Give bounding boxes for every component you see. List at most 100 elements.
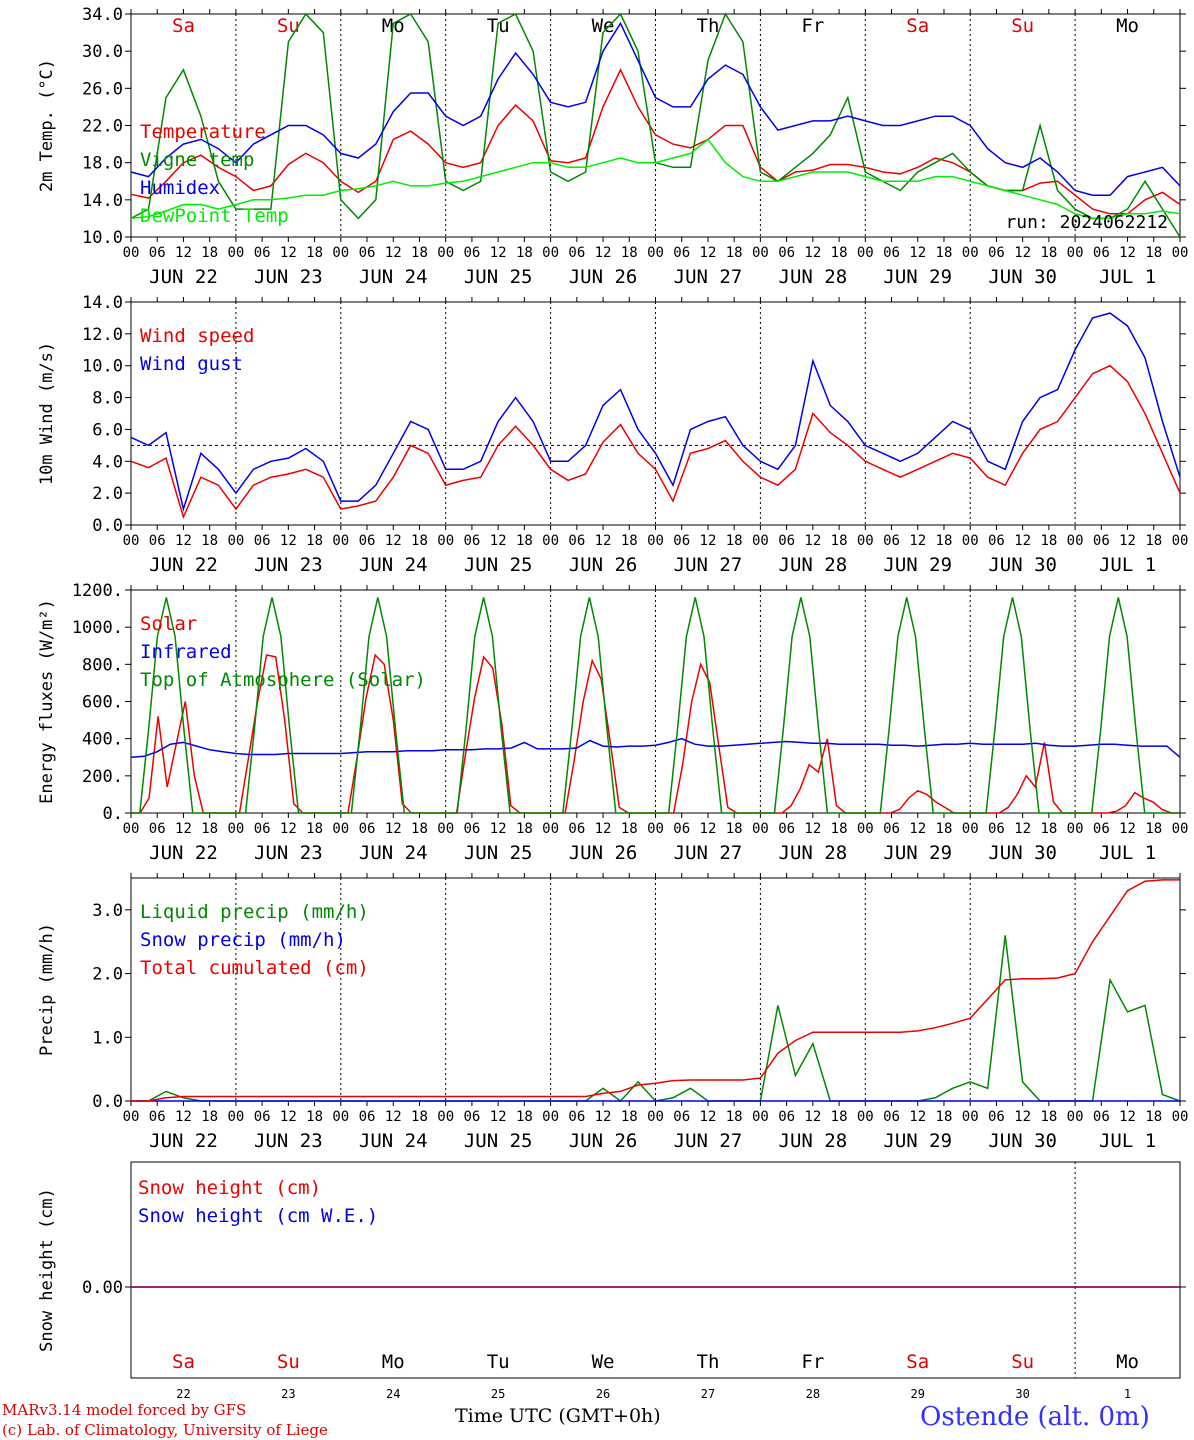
- legend-entry: Humidex: [140, 177, 220, 199]
- x-tick-label: 06: [1093, 245, 1110, 261]
- x-tick-label: 12: [490, 821, 507, 837]
- day-number-label: 30: [1015, 1387, 1029, 1400]
- x-tick-label: 12: [700, 821, 717, 837]
- x-tick-label: 12: [595, 1109, 612, 1125]
- x-tick-label: 00: [123, 533, 140, 549]
- x-tick-label: 12: [490, 533, 507, 549]
- x-tick-label: 12: [280, 821, 297, 837]
- legend-entry: Temperature: [140, 121, 266, 143]
- x-tick-label: 18: [1145, 533, 1162, 549]
- date-label: JUN 28: [779, 842, 848, 864]
- weekday-label: Sa: [906, 1351, 929, 1373]
- x-tick-label: 12: [490, 245, 507, 261]
- weekday-label: Su: [277, 15, 300, 37]
- x-tick-label: 18: [936, 821, 953, 837]
- x-tick-label: 12: [1119, 533, 1136, 549]
- x-tick-label: 18: [936, 533, 953, 549]
- x-tick-label: 18: [306, 245, 323, 261]
- legend-entry: Solar: [140, 613, 197, 635]
- y-tick-label: 0.: [103, 804, 123, 824]
- x-tick-label: 06: [883, 533, 900, 549]
- date-label: JUL 1: [1099, 266, 1156, 288]
- x-tick-label: 06: [778, 533, 795, 549]
- x-tick-label: 18: [306, 821, 323, 837]
- weekday-label: Tu: [487, 1351, 510, 1373]
- x-tick-label: 00: [123, 245, 140, 261]
- date-label: JUN 28: [779, 1130, 848, 1152]
- date-label: JUN 26: [569, 1130, 638, 1152]
- x-tick-label: 06: [673, 821, 690, 837]
- panel-frame: [130, 1161, 1181, 1379]
- date-label: JUN 26: [569, 554, 638, 576]
- weekday-label: We: [592, 1351, 615, 1373]
- x-tick-label: 12: [909, 1109, 926, 1125]
- x-tick-label: 00: [647, 533, 664, 549]
- x-tick-label: 12: [385, 821, 402, 837]
- x-tick-label: 00: [437, 1109, 454, 1125]
- x-tick-label: 18: [1040, 245, 1057, 261]
- day-number-label: 25: [491, 1387, 505, 1400]
- x-tick-label: 00: [227, 1109, 244, 1125]
- x-tick-label: 00: [542, 1109, 559, 1125]
- x-tick-label: 06: [254, 1109, 271, 1125]
- x-tick-label: 00: [542, 533, 559, 549]
- weekday-label: Sa: [906, 15, 929, 37]
- x-tick-label: 06: [1093, 821, 1110, 837]
- day-number-label: 24: [386, 1387, 400, 1400]
- x-tick-label: 06: [988, 821, 1005, 837]
- x-tick-label: 06: [988, 533, 1005, 549]
- date-label: JUN 27: [674, 1130, 743, 1152]
- date-label: JUN 30: [988, 1130, 1057, 1152]
- x-tick-label: 12: [909, 245, 926, 261]
- x-tick-label: 18: [201, 245, 218, 261]
- y-tick-label: 2.0: [92, 965, 123, 985]
- x-tick-label: 06: [254, 245, 271, 261]
- x-tick-label: 00: [1067, 533, 1084, 549]
- x-tick-label: 18: [201, 533, 218, 549]
- y-tick-label: 0.0: [92, 516, 123, 536]
- date-label: JUL 1: [1099, 1130, 1156, 1152]
- x-tick-label: 06: [673, 1109, 690, 1125]
- legend-entry: Snow height (cm): [138, 1177, 321, 1199]
- x-tick-label: 18: [831, 533, 848, 549]
- date-label: JUN 30: [988, 266, 1057, 288]
- date-label: JUN 25: [464, 266, 533, 288]
- date-label: JUN 27: [674, 266, 743, 288]
- date-label: JUN 28: [779, 554, 848, 576]
- date-label: JUN 26: [569, 266, 638, 288]
- x-tick-label: 18: [516, 821, 533, 837]
- date-label: JUN 24: [359, 842, 428, 864]
- x-tick-label: 18: [1040, 533, 1057, 549]
- date-label: JUN 24: [359, 554, 428, 576]
- series-line: [130, 312, 1181, 512]
- date-label: JUN 29: [883, 1130, 952, 1152]
- x-tick-label: 06: [149, 533, 166, 549]
- x-tick-label: 00: [857, 245, 874, 261]
- weekday-label: Su: [1011, 1351, 1034, 1373]
- weekday-label: Mo: [1116, 1351, 1139, 1373]
- credit-line-model: MARv3.14 model forced by GFS: [2, 1401, 247, 1419]
- x-tick-label: 00: [227, 533, 244, 549]
- x-tick-label: 18: [831, 245, 848, 261]
- y-tick-label: 22.0: [82, 117, 123, 137]
- date-label: JUL 1: [1099, 554, 1156, 576]
- x-tick-label: 18: [1040, 821, 1057, 837]
- x-tick-label: 06: [883, 821, 900, 837]
- x-tick-label: 18: [411, 1109, 428, 1125]
- x-tick-label: 00: [752, 245, 769, 261]
- y-tick-label: 0.00: [82, 1278, 123, 1298]
- weekday-label: We: [592, 15, 615, 37]
- date-label: JUN 27: [674, 554, 743, 576]
- x-tick-label: 12: [700, 245, 717, 261]
- y-tick-label: 8.0: [92, 389, 123, 409]
- x-tick-label: 18: [201, 1109, 218, 1125]
- y-axis-label: Energy fluxes (W/m²): [37, 599, 57, 804]
- day-number-label: 29: [911, 1387, 925, 1400]
- x-tick-label: 18: [516, 533, 533, 549]
- y-tick-label: 14.0: [82, 191, 123, 211]
- weekday-label: Su: [277, 1351, 300, 1373]
- x-tick-label: 00: [857, 821, 874, 837]
- x-tick-label: 18: [411, 533, 428, 549]
- x-tick-label: 12: [280, 533, 297, 549]
- x-tick-label: 12: [385, 1109, 402, 1125]
